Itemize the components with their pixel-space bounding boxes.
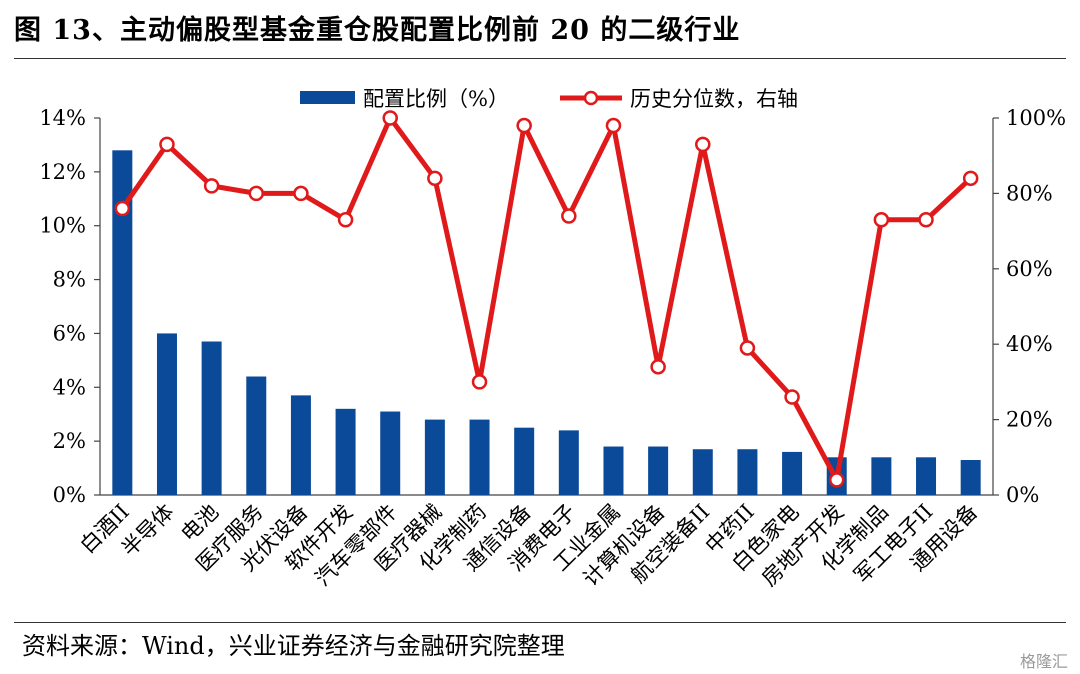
left-tick-label: 2%: [53, 429, 86, 453]
legend: 配置比例（%） 历史分位数，右轴: [300, 87, 798, 111]
right-tick-label: 40%: [1006, 332, 1053, 356]
bar: [916, 457, 937, 495]
bar: [871, 457, 892, 495]
category-label: 半导体: [117, 500, 179, 562]
line-marker: [962, 170, 979, 187]
line-marker: [605, 117, 622, 134]
watermark: 格隆汇: [1019, 652, 1068, 671]
left-tick-label: 0%: [53, 483, 86, 507]
line-marker: [650, 359, 666, 375]
line-marker: [427, 170, 443, 187]
bar: [960, 459, 981, 495]
line-series: [114, 110, 979, 488]
bar: [201, 341, 222, 495]
left-tick-label: 12%: [39, 160, 86, 184]
bar: [335, 408, 356, 495]
line-marker: [784, 389, 800, 405]
bar: [558, 430, 579, 495]
line-marker: [918, 212, 934, 228]
bar: [246, 376, 267, 495]
left-tick-label: 14%: [39, 106, 86, 130]
right-tick-label: 100%: [1006, 106, 1066, 130]
source-note: 资料来源：Wind，兴业证券经济与金融研究院整理: [22, 632, 565, 660]
bar: [156, 333, 177, 495]
right-tick-label: 0%: [1006, 483, 1039, 507]
left-tick-label: 10%: [39, 214, 86, 238]
bar-series: [112, 150, 981, 496]
line-marker: [739, 340, 756, 356]
bar: [290, 395, 311, 495]
bar: [782, 451, 803, 495]
line-marker: [695, 136, 711, 153]
line-marker: [516, 117, 532, 134]
category-labels: 白酒II半导体电池医疗服务光伏设备软件开发汽车零部件医疗器械化学制药通信设备消费…: [75, 500, 982, 591]
left-tick-label: 6%: [53, 321, 86, 345]
legend-bar-swatch: [300, 91, 355, 104]
right-tick-label: 60%: [1006, 257, 1053, 281]
line-marker: [337, 212, 354, 228]
left-tick-label: 4%: [53, 375, 86, 399]
line-marker: [114, 200, 131, 217]
legend-bar-label: 配置比例（%）: [363, 87, 509, 111]
line-marker: [561, 208, 577, 224]
bar: [603, 446, 624, 495]
legend-line-label: 历史分位数，右轴: [630, 87, 798, 111]
line-marker: [203, 178, 220, 194]
line-marker: [382, 110, 398, 126]
page-title: 图 13、主动偏股型基金重仓股配置比例前 20 的二级行业: [14, 15, 741, 46]
line-marker: [159, 136, 175, 153]
bar: [424, 419, 445, 495]
bar: [380, 411, 401, 495]
line-marker: [873, 212, 890, 228]
bar: [514, 427, 535, 495]
line-marker: [248, 185, 265, 202]
bar: [648, 446, 669, 495]
right-tick-label: 80%: [1006, 181, 1053, 205]
title-divider: [14, 58, 1066, 59]
bar: [737, 449, 758, 495]
legend-line-marker: [583, 90, 599, 106]
left-tick-label: 8%: [53, 268, 86, 292]
line-marker: [828, 472, 845, 488]
line-marker: [471, 374, 488, 390]
bar: [112, 150, 133, 496]
source-divider: [14, 622, 1066, 623]
bar: [469, 419, 490, 495]
right-tick-label: 20%: [1006, 408, 1053, 432]
line-marker: [293, 185, 309, 202]
bar: [692, 449, 713, 495]
